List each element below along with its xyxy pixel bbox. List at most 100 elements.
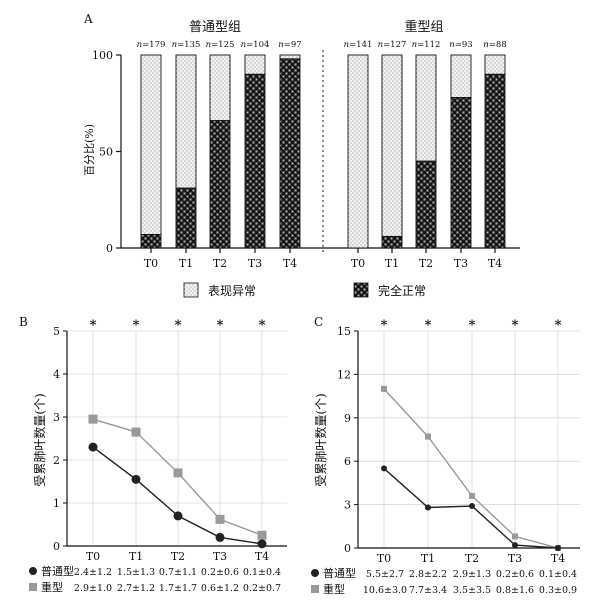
- value-label: 2.7±1.2: [117, 583, 155, 594]
- panel-b-ylabel: 受累肺叶数量(个): [32, 393, 47, 486]
- significance-mark: *: [555, 318, 562, 333]
- row-marker-severe: [311, 585, 319, 593]
- value-label: 1.5±1.3: [117, 567, 155, 578]
- point-severe: [131, 427, 141, 437]
- panel-c-letter: C: [314, 315, 323, 329]
- xtick-label: T2: [171, 550, 185, 563]
- significance-mark: *: [259, 318, 266, 333]
- ytick-label: 2: [53, 454, 60, 467]
- panel-a-ytick-label: 50: [99, 146, 113, 159]
- xtick-label: T0: [86, 550, 100, 563]
- bar-abnormal-segment: [450, 54, 472, 98]
- panel-b-letter: B: [19, 315, 28, 329]
- xtick-label: T4: [551, 552, 565, 565]
- point-normal: [469, 503, 475, 510]
- legend-label-normal: 完全正常: [378, 283, 426, 298]
- value-label: 10.6±3.0: [363, 585, 407, 596]
- significance-mark: *: [217, 318, 224, 333]
- row-series-name: 普通型: [323, 566, 356, 580]
- bar-normal-segment: [140, 234, 162, 249]
- group-title-normal: 普通型组: [189, 20, 241, 35]
- value-label: 0.7±1.1: [159, 567, 197, 578]
- point-severe: [381, 385, 387, 392]
- panel-a-xtick-label: T4: [283, 257, 297, 270]
- value-label: 0.3±0.9: [539, 585, 577, 596]
- xtick-label: T4: [255, 550, 269, 563]
- bar-abnormal-segment: [347, 54, 369, 249]
- point-normal: [173, 511, 183, 521]
- panel-a-xtick-label: T3: [248, 257, 262, 270]
- point-normal: [555, 545, 561, 551]
- point-severe: [88, 414, 98, 424]
- value-label: 2.9±1.0: [74, 583, 112, 594]
- significance-mark: *: [381, 318, 388, 333]
- panel-a-ytick-label: 100: [92, 49, 113, 62]
- row-marker-severe: [29, 583, 37, 591]
- bar-normal-segment: [244, 73, 266, 249]
- significance-mark: *: [512, 318, 519, 333]
- ytick-label: 6: [344, 455, 351, 468]
- value-label: 2.4±1.2: [74, 567, 112, 578]
- value-label: 1.7±1.7: [159, 583, 197, 594]
- panel-c-ylabel: 受累肺叶数量(个): [313, 393, 328, 486]
- value-label: 2.9±1.3: [453, 569, 491, 580]
- point-normal: [257, 539, 267, 549]
- xtick-label: T2: [465, 552, 479, 565]
- significance-mark: *: [425, 318, 432, 333]
- n-label: n=104: [241, 40, 270, 50]
- legend-label-abnormal: 表现异常: [208, 284, 256, 298]
- ytick-label: 15: [337, 325, 351, 338]
- point-normal: [425, 504, 431, 511]
- n-label: n=179: [137, 40, 166, 50]
- bar-abnormal-segment: [415, 54, 437, 162]
- panel-a-xtick-label: T3: [454, 257, 468, 270]
- bar-abnormal-segment: [484, 54, 506, 75]
- point-severe: [425, 433, 431, 440]
- ytick-label: 12: [337, 368, 351, 381]
- panel-a-xtick-label: T1: [385, 257, 399, 270]
- panel-a-xtick-label: T2: [213, 257, 227, 270]
- ytick-label: 9: [344, 412, 351, 425]
- value-label: 0.2±0.6: [496, 569, 534, 580]
- panel-a-ytick-label: 0: [106, 242, 113, 255]
- xtick-label: T3: [213, 550, 227, 563]
- point-normal: [215, 532, 225, 542]
- panel-a-xtick-label: T2: [419, 257, 433, 270]
- ytick-label: 1: [53, 497, 60, 510]
- bar-normal-segment: [415, 160, 437, 249]
- point-severe: [257, 530, 267, 540]
- row-marker-normal: [311, 569, 319, 577]
- value-label: 5.5±2.7: [366, 569, 404, 580]
- point-severe: [469, 492, 475, 499]
- n-label: n=93: [449, 40, 472, 50]
- value-label: 0.8±1.6: [496, 585, 534, 596]
- n-label: n=97: [278, 40, 301, 50]
- point-normal: [512, 542, 518, 549]
- bar-normal-segment: [175, 187, 197, 249]
- xtick-label: T1: [421, 552, 435, 565]
- value-label: 2.8±2.2: [409, 569, 447, 580]
- value-label: 3.5±3.5: [453, 585, 491, 596]
- n-label: n=112: [412, 40, 441, 50]
- series-line-normal: [92, 446, 263, 545]
- value-label: 0.1±0.4: [539, 569, 577, 580]
- xtick-label: T0: [377, 552, 391, 565]
- point-severe: [215, 514, 225, 524]
- bar-normal-segment: [450, 97, 472, 249]
- bar-abnormal-segment: [279, 54, 301, 60]
- point-normal: [381, 465, 387, 472]
- significance-mark: *: [469, 318, 476, 333]
- panel-a-xtick-label: T1: [179, 257, 193, 270]
- panel-a-letter: A: [83, 12, 93, 26]
- n-label: n=127: [378, 40, 407, 50]
- series-line-severe: [383, 388, 559, 549]
- value-label: 0.6±1.2: [201, 583, 239, 594]
- significance-mark: *: [175, 318, 182, 333]
- bar-normal-segment: [209, 120, 231, 249]
- bar-normal-segment: [381, 235, 403, 249]
- point-normal: [88, 442, 98, 452]
- n-label: n=141: [344, 40, 373, 50]
- value-label: 7.7±3.4: [409, 585, 447, 596]
- xtick-label: T3: [508, 552, 522, 565]
- legend-swatch-abnormal: [183, 282, 199, 298]
